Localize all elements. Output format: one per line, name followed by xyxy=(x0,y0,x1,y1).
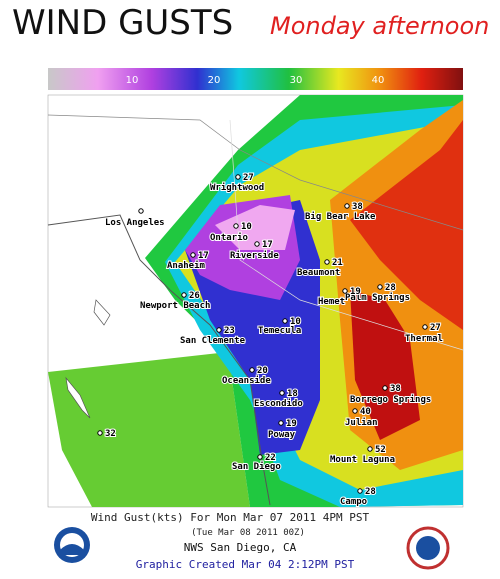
gust-value: 10 xyxy=(241,222,252,232)
station-name: Beaumont xyxy=(297,268,340,278)
footer-utc: (Tue Mar 08 2011 00Z) xyxy=(191,528,305,538)
gust-value: 26 xyxy=(189,291,200,301)
station-dot xyxy=(357,488,363,494)
station-dot xyxy=(257,454,263,460)
colorbar-label: 10 xyxy=(126,75,139,86)
station-dot xyxy=(324,259,330,265)
colorbar-label: 40 xyxy=(372,75,385,86)
station-dot xyxy=(282,318,288,324)
gust-value: 18 xyxy=(287,389,298,399)
gust-value: 38 xyxy=(390,384,401,394)
station-name: Palm Springs xyxy=(345,292,410,303)
gust-value: 21 xyxy=(332,258,343,268)
footer-office: NWS San Diego, CA xyxy=(184,541,297,554)
station-name: Thermal xyxy=(405,334,443,344)
station-dot xyxy=(344,203,350,209)
station-name: Temecula xyxy=(258,326,301,336)
gust-value: 19 xyxy=(286,419,297,429)
station-name: Wrightwood xyxy=(210,182,264,193)
gust-value: 17 xyxy=(198,251,209,261)
gust-value: 23 xyxy=(224,326,235,336)
colorbar xyxy=(48,68,463,90)
station-name: Anaheim xyxy=(167,260,206,271)
gust-value: 19 xyxy=(350,287,361,297)
station-name: Los Angeles xyxy=(105,218,165,228)
station-dot xyxy=(216,327,222,333)
station-name: Oceanside xyxy=(222,375,271,386)
station-dot xyxy=(254,241,260,247)
station-dot xyxy=(377,284,383,290)
gust-value: 52 xyxy=(375,445,386,455)
gust-value: 27 xyxy=(430,323,441,333)
station-name: San Diego xyxy=(232,461,281,472)
station-dot xyxy=(278,420,284,426)
station-dot xyxy=(233,223,239,229)
station-dot xyxy=(97,430,103,436)
footer-created: Graphic Created Mar 04 2:12PM PST xyxy=(136,558,355,571)
gust-value: 27 xyxy=(243,173,254,183)
colorbar-label: 20 xyxy=(208,75,221,86)
station-name: Borrego Springs xyxy=(350,394,431,405)
station-dot xyxy=(352,408,358,414)
noaa-logo xyxy=(54,527,90,563)
map xyxy=(47,94,464,508)
station-name: Hemet xyxy=(318,297,345,307)
station-dot xyxy=(138,208,144,214)
station-dot xyxy=(382,385,388,391)
station-dot xyxy=(235,174,241,180)
gust-value: 28 xyxy=(365,487,376,497)
subtitle: Monday afternoon xyxy=(270,12,489,40)
station-name: Newport Beach xyxy=(140,301,210,311)
station-dot xyxy=(367,446,373,452)
station-dot xyxy=(342,288,348,294)
gust-value: 10 xyxy=(290,317,301,327)
gust-value: 28 xyxy=(385,283,396,293)
station-name: Poway xyxy=(268,430,296,440)
gust-value: 40 xyxy=(360,407,371,417)
gust-value: 32 xyxy=(105,429,116,439)
station-dot xyxy=(249,367,255,373)
title: WIND GUSTS xyxy=(12,3,233,43)
station-dot xyxy=(279,390,285,396)
station-name: Escondido xyxy=(254,398,303,409)
station-name: Big Bear Lake xyxy=(305,211,376,222)
station-name: Ontario xyxy=(210,232,248,243)
station-name: Julian xyxy=(345,417,378,428)
station-dot xyxy=(190,252,196,258)
station-name: Mount Laguna xyxy=(330,455,395,465)
station-name: Riverside xyxy=(230,250,279,261)
station-name: San Clemente xyxy=(180,336,246,346)
station-name: Campo xyxy=(340,497,367,507)
gust-value: 38 xyxy=(352,202,363,212)
gust-value: 17 xyxy=(262,240,273,250)
nws-logo xyxy=(406,526,450,570)
station-dot xyxy=(422,324,428,330)
gust-value: 22 xyxy=(265,453,276,463)
gust-value: 20 xyxy=(257,366,268,376)
colorbar-label: 30 xyxy=(290,75,303,86)
footer-line: Wind Gust(kts) For Mon Mar 07 2011 4PM P… xyxy=(91,511,370,524)
station-dot xyxy=(181,292,187,298)
